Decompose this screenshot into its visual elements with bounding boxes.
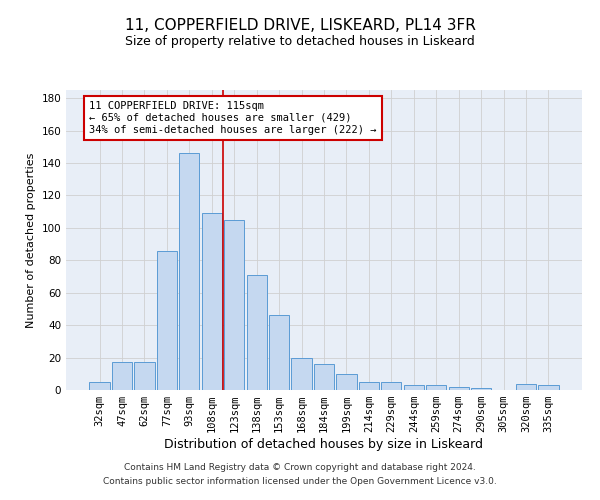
Bar <box>359 382 379 390</box>
Text: Contains public sector information licensed under the Open Government Licence v3: Contains public sector information licen… <box>103 478 497 486</box>
Text: 11 COPPERFIELD DRIVE: 115sqm
← 65% of detached houses are smaller (429)
34% of s: 11 COPPERFIELD DRIVE: 115sqm ← 65% of de… <box>89 102 377 134</box>
X-axis label: Distribution of detached houses by size in Liskeard: Distribution of detached houses by size … <box>164 438 484 451</box>
Bar <box>404 385 424 390</box>
Bar <box>538 385 559 390</box>
Bar <box>449 387 469 390</box>
Bar <box>89 382 110 390</box>
Bar <box>337 374 356 390</box>
Bar <box>381 382 401 390</box>
Y-axis label: Number of detached properties: Number of detached properties <box>26 152 36 328</box>
Bar <box>516 384 536 390</box>
Bar <box>157 250 177 390</box>
Bar <box>471 388 491 390</box>
Bar <box>269 316 289 390</box>
Bar <box>314 364 334 390</box>
Bar <box>426 385 446 390</box>
Bar <box>112 362 132 390</box>
Bar <box>292 358 311 390</box>
Bar <box>247 275 267 390</box>
Text: 11, COPPERFIELD DRIVE, LISKEARD, PL14 3FR: 11, COPPERFIELD DRIVE, LISKEARD, PL14 3F… <box>125 18 475 32</box>
Text: Contains HM Land Registry data © Crown copyright and database right 2024.: Contains HM Land Registry data © Crown c… <box>124 462 476 471</box>
Bar <box>202 213 222 390</box>
Text: Size of property relative to detached houses in Liskeard: Size of property relative to detached ho… <box>125 35 475 48</box>
Bar <box>224 220 244 390</box>
Bar <box>179 153 199 390</box>
Bar <box>134 362 155 390</box>
